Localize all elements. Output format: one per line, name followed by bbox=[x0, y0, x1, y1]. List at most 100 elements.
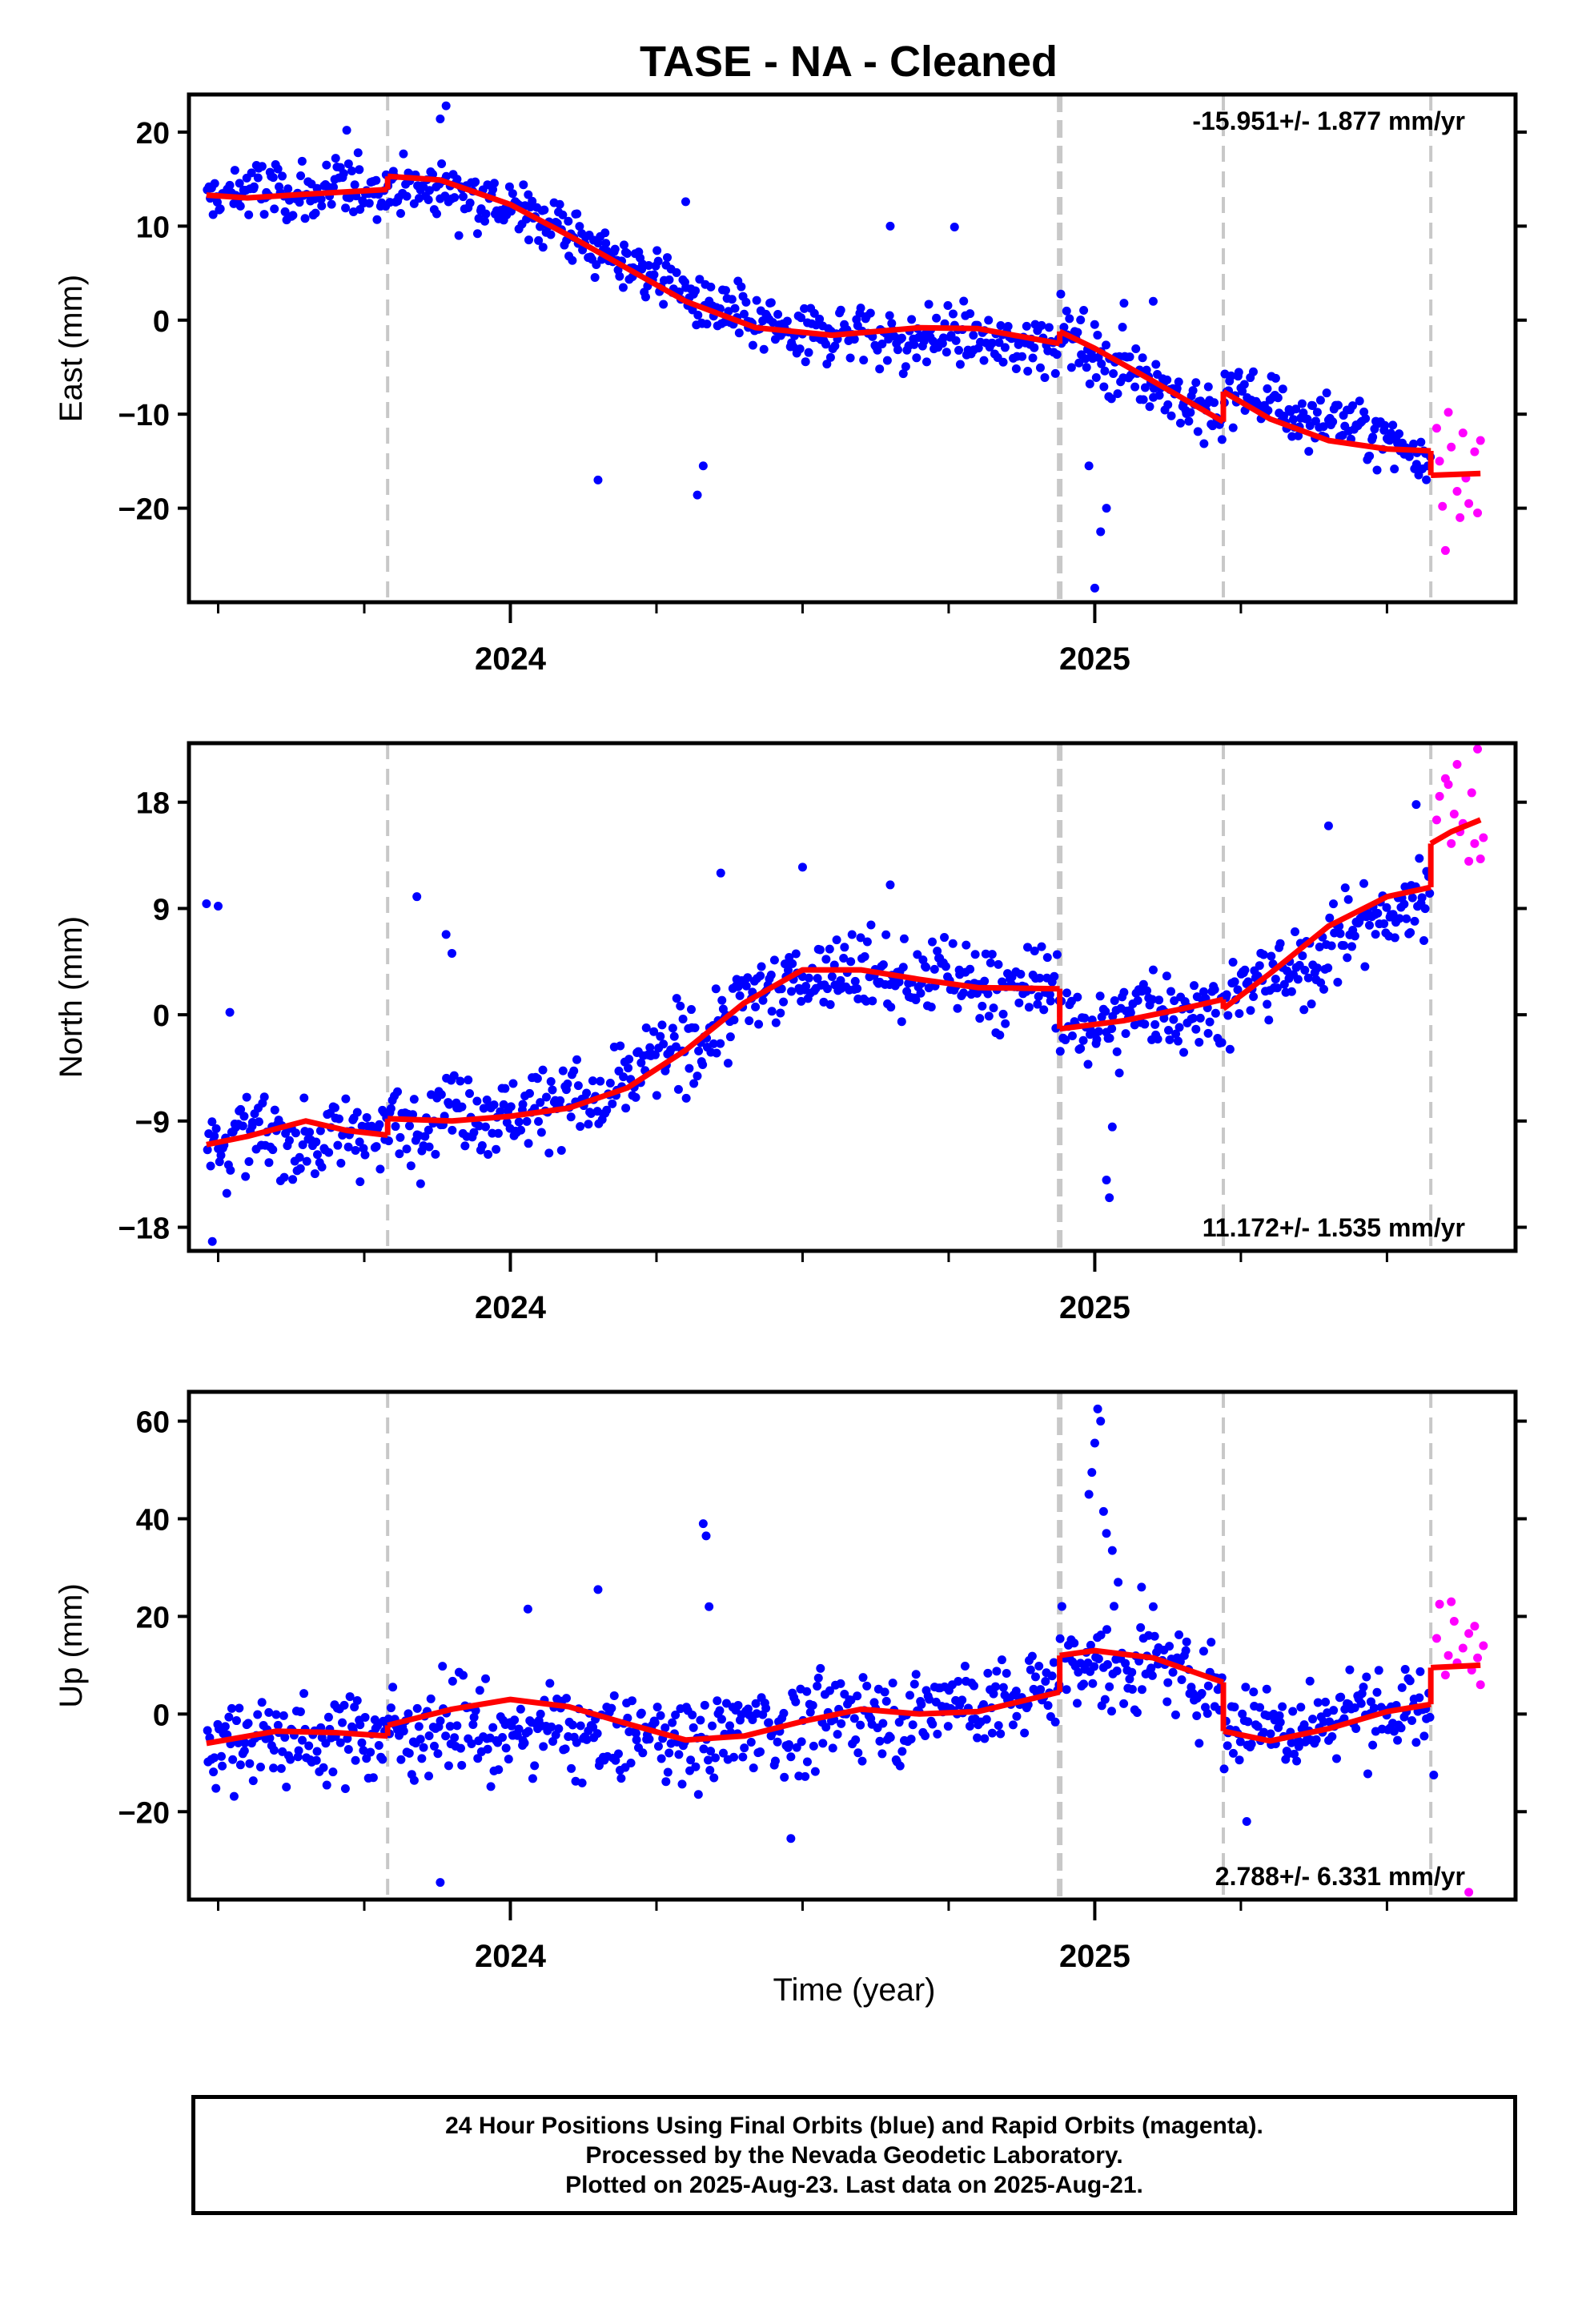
final-point bbox=[364, 199, 374, 208]
final-point bbox=[1142, 986, 1152, 995]
final-point bbox=[980, 976, 990, 986]
final-point bbox=[386, 1703, 396, 1713]
model-segment-0 bbox=[206, 187, 388, 201]
final-point bbox=[494, 1765, 504, 1775]
final-point bbox=[905, 1691, 914, 1700]
final-point bbox=[548, 1085, 557, 1095]
final-point bbox=[1106, 394, 1116, 404]
final-point bbox=[500, 1084, 510, 1093]
rapid-point bbox=[1440, 545, 1450, 555]
final-point bbox=[1173, 1036, 1182, 1046]
final-point bbox=[921, 1731, 930, 1740]
final-point bbox=[317, 201, 327, 211]
rapid-point bbox=[1447, 1597, 1456, 1606]
final-point bbox=[673, 1084, 683, 1094]
final-point bbox=[752, 296, 761, 305]
final-point bbox=[786, 1752, 796, 1762]
final-point bbox=[489, 179, 499, 188]
final-point bbox=[572, 209, 582, 219]
final-point bbox=[1138, 395, 1148, 404]
final-point bbox=[1264, 1015, 1274, 1025]
final-point bbox=[1184, 416, 1194, 426]
y-tick-label: 20 bbox=[136, 1601, 170, 1634]
final-point bbox=[295, 198, 304, 207]
final-point bbox=[959, 296, 969, 306]
final-point bbox=[969, 331, 978, 340]
final-point bbox=[953, 1003, 962, 1013]
final-point bbox=[352, 1108, 362, 1117]
final-point bbox=[881, 1696, 891, 1706]
final-point bbox=[328, 1767, 338, 1777]
final-point bbox=[1162, 971, 1171, 981]
final-point bbox=[716, 868, 725, 878]
final-point bbox=[850, 976, 860, 986]
final-point bbox=[995, 1030, 1005, 1039]
final-point bbox=[978, 1699, 988, 1709]
final-point bbox=[962, 940, 971, 950]
rapid-point bbox=[1476, 436, 1485, 445]
final-point bbox=[1105, 1682, 1114, 1691]
final-point bbox=[713, 1696, 722, 1706]
final-point bbox=[416, 1179, 425, 1188]
final-point bbox=[1162, 375, 1172, 384]
final-point bbox=[1329, 899, 1339, 909]
final-point bbox=[518, 1100, 528, 1109]
final-point bbox=[1294, 1742, 1303, 1751]
final-point bbox=[693, 490, 702, 500]
final-point bbox=[355, 1720, 365, 1730]
caption-line-1: 24 Hour Positions Using Final Orbits (bl… bbox=[445, 2112, 1263, 2139]
final-point bbox=[353, 148, 363, 158]
final-point bbox=[404, 1748, 414, 1758]
final-point bbox=[668, 1718, 677, 1727]
final-point bbox=[998, 357, 1008, 367]
final-point bbox=[554, 1724, 564, 1734]
final-point bbox=[1114, 1578, 1123, 1587]
rapid-point bbox=[1447, 442, 1456, 452]
rapid-point bbox=[1476, 854, 1485, 863]
final-point bbox=[1096, 1417, 1106, 1426]
final-point bbox=[853, 1691, 862, 1701]
final-point bbox=[492, 1144, 501, 1154]
final-point bbox=[568, 1720, 577, 1730]
final-point bbox=[528, 1774, 537, 1783]
final-point bbox=[653, 1742, 663, 1751]
final-point bbox=[856, 304, 865, 313]
final-point bbox=[338, 1718, 347, 1727]
final-point bbox=[1050, 368, 1060, 378]
final-point bbox=[452, 1721, 462, 1731]
final-point bbox=[912, 353, 921, 363]
final-point bbox=[704, 1755, 713, 1765]
final-point bbox=[215, 204, 225, 214]
final-point bbox=[235, 1703, 244, 1713]
final-point bbox=[1259, 1727, 1269, 1737]
final-point bbox=[546, 1076, 556, 1086]
final-point bbox=[1420, 904, 1430, 914]
final-point bbox=[705, 1602, 714, 1611]
final-point bbox=[235, 1760, 245, 1770]
final-point bbox=[447, 948, 456, 958]
final-point bbox=[1102, 1176, 1111, 1185]
final-point bbox=[516, 1125, 526, 1135]
final-point bbox=[769, 955, 779, 965]
final-point bbox=[681, 1093, 691, 1103]
model-segment-2 bbox=[1059, 1647, 1225, 1686]
final-point bbox=[779, 1708, 789, 1718]
final-point bbox=[538, 1065, 548, 1075]
final-point bbox=[1390, 464, 1399, 474]
final-point bbox=[1364, 920, 1374, 930]
final-point bbox=[383, 1136, 393, 1146]
final-point bbox=[582, 1735, 592, 1744]
rapid-point bbox=[1476, 1680, 1485, 1690]
final-point bbox=[782, 316, 792, 326]
final-point bbox=[253, 173, 263, 183]
final-point bbox=[372, 215, 382, 224]
final-point bbox=[766, 298, 776, 308]
final-point bbox=[335, 1738, 345, 1747]
final-point bbox=[1263, 384, 1272, 393]
final-point bbox=[1162, 1697, 1172, 1707]
final-point bbox=[1073, 992, 1082, 1002]
final-point bbox=[1107, 1546, 1117, 1555]
rapid-point bbox=[1464, 1629, 1474, 1638]
final-point bbox=[797, 1737, 806, 1747]
final-point bbox=[1372, 1687, 1382, 1697]
